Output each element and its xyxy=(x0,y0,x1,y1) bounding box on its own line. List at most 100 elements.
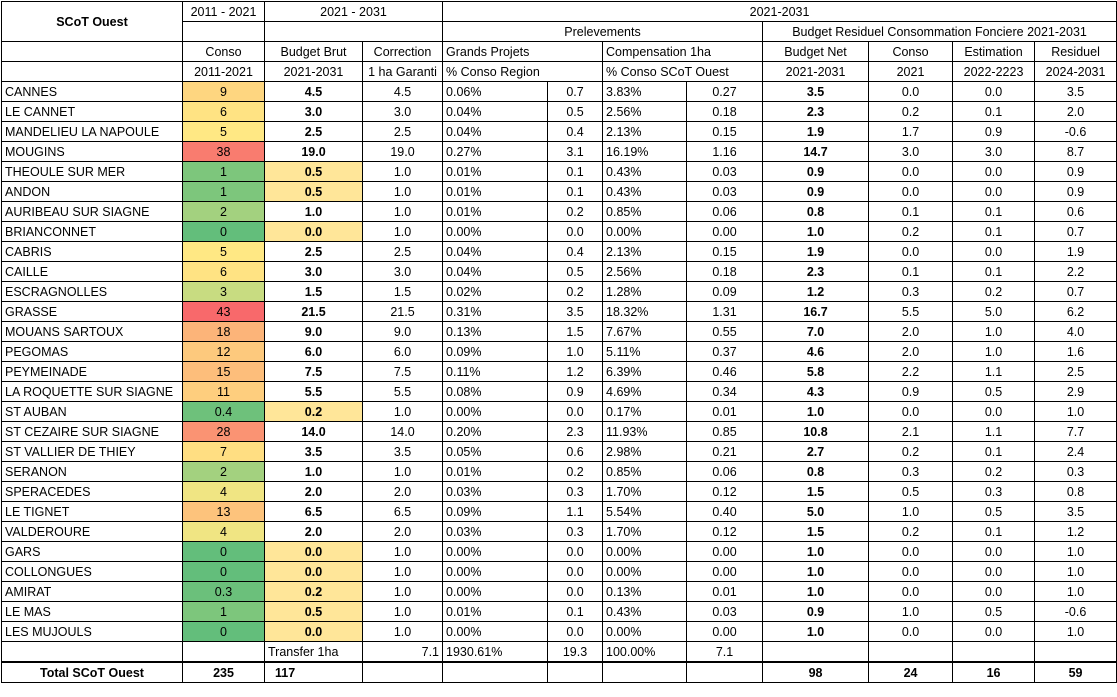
budget-net-cell[interactable]: 4.6 xyxy=(762,341,870,362)
correction-cell[interactable]: 14.0 xyxy=(361,421,444,442)
compensation-pct-cell[interactable]: 0.43% xyxy=(602,601,688,622)
conso-2011-2021-cell[interactable]: 6 xyxy=(182,261,265,282)
compensation-value-cell[interactable]: 0.34 xyxy=(686,381,764,402)
conso-2021-cell[interactable]: 0.0 xyxy=(868,621,954,642)
commune-name-cell[interactable]: GARS xyxy=(1,541,183,562)
conso-2011-2021-cell[interactable]: 0 xyxy=(182,541,265,562)
residuel-cell[interactable]: 1.6 xyxy=(1034,341,1117,362)
conso-2021-cell[interactable]: 0.5 xyxy=(868,481,954,502)
grands-projets-pct-cell[interactable]: 0.06% xyxy=(442,81,549,102)
budget-brut-cell[interactable]: 2.0 xyxy=(264,521,363,542)
grands-projets-value-cell[interactable]: 0.3 xyxy=(547,481,604,502)
residuel-cell[interactable]: 0.7 xyxy=(1034,281,1117,302)
budget-net-cell[interactable]: 7.0 xyxy=(762,321,870,342)
col-header-budget-net[interactable]: Budget Net xyxy=(762,41,870,62)
budget-net-cell[interactable]: 1.5 xyxy=(762,481,870,502)
budget-net-cell[interactable]: 1.0 xyxy=(762,221,870,242)
commune-name-cell[interactable]: BRIANCONNET xyxy=(1,221,183,242)
conso-2011-2021-cell[interactable]: 28 xyxy=(182,421,265,442)
conso-2021-cell[interactable]: 2.2 xyxy=(868,361,954,382)
period-2021-header[interactable]: 2021 - 2031 xyxy=(263,1,444,22)
budget-brut-cell[interactable]: 3.0 xyxy=(264,101,363,122)
transfer-comp-cell[interactable]: 7.1 xyxy=(686,641,764,663)
col-header-correction[interactable]: Correction xyxy=(361,41,444,62)
grands-projets-value-cell[interactable]: 0.0 xyxy=(547,561,604,582)
conso-2021-cell[interactable]: 0.0 xyxy=(868,581,954,602)
budget-net-cell[interactable]: 5.8 xyxy=(762,361,870,382)
conso-2021-cell[interactable]: 0.2 xyxy=(868,221,954,242)
compensation-value-cell[interactable]: 0.15 xyxy=(686,241,764,262)
grands-projets-value-cell[interactable]: 1.5 xyxy=(547,321,604,342)
budget-net-cell[interactable]: 14.7 xyxy=(762,141,870,162)
correction-cell[interactable]: 6.0 xyxy=(361,341,444,362)
grands-projets-value-cell[interactable]: 1.0 xyxy=(547,341,604,362)
estimation-cell[interactable]: 0.1 xyxy=(952,441,1036,462)
estimation-cell[interactable]: 0.1 xyxy=(952,221,1036,242)
conso-2021-cell[interactable]: 5.5 xyxy=(868,301,954,322)
blank-header-cell[interactable] xyxy=(1,61,183,82)
grands-projets-pct-cell[interactable]: 0.04% xyxy=(442,101,549,122)
sub-header-estimation[interactable]: 2022-2223 xyxy=(952,61,1036,82)
budget-brut-cell[interactable]: 2.5 xyxy=(264,241,363,262)
compensation-value-cell[interactable]: 0.18 xyxy=(686,101,764,122)
compensation-pct-cell[interactable]: 0.00% xyxy=(602,221,688,242)
conso-2021-cell[interactable]: 2.0 xyxy=(868,341,954,362)
commune-name-cell[interactable]: PEGOMAS xyxy=(1,341,183,362)
residuel-cell[interactable]: 8.7 xyxy=(1034,141,1117,162)
conso-2021-cell[interactable]: 0.3 xyxy=(868,461,954,482)
residuel-cell[interactable]: 7.7 xyxy=(1034,421,1117,442)
conso-2011-2021-cell[interactable]: 1 xyxy=(182,181,265,202)
conso-2021-cell[interactable]: 1.0 xyxy=(868,601,954,622)
estimation-cell[interactable]: 0.2 xyxy=(952,281,1036,302)
conso-2011-2021-cell[interactable]: 13 xyxy=(182,501,265,522)
conso-2011-2021-cell[interactable]: 38 xyxy=(182,141,265,162)
commune-name-cell[interactable]: LA ROQUETTE SUR SIAGNE xyxy=(1,381,183,402)
compensation-pct-cell[interactable]: 5.54% xyxy=(602,501,688,522)
compensation-pct-cell[interactable]: 2.56% xyxy=(602,261,688,282)
estimation-cell[interactable]: 0.9 xyxy=(952,121,1036,142)
budget-residuel-header[interactable]: Budget Residuel Consommation Fonciere 20… xyxy=(762,21,1117,42)
col-header-residuel[interactable]: Residuel xyxy=(1034,41,1117,62)
conso-2011-2021-cell[interactable]: 2 xyxy=(182,461,265,482)
grands-projets-pct-cell[interactable]: 0.04% xyxy=(442,121,549,142)
commune-name-cell[interactable]: SPERACEDES xyxy=(1,481,183,502)
residuel-cell[interactable]: 0.7 xyxy=(1034,221,1117,242)
budget-net-cell[interactable]: 1.9 xyxy=(762,241,870,262)
grands-projets-pct-cell[interactable]: 0.03% xyxy=(442,521,549,542)
total-label-cell[interactable]: Total SCoT Ouest xyxy=(1,661,183,683)
conso-2021-cell[interactable]: 0.1 xyxy=(868,201,954,222)
correction-cell[interactable]: 1.0 xyxy=(361,561,444,582)
estimation-cell[interactable]: 0.3 xyxy=(952,481,1036,502)
budget-brut-cell[interactable]: 0.0 xyxy=(264,541,363,562)
correction-cell[interactable]: 6.5 xyxy=(361,501,444,522)
budget-net-cell[interactable]: 4.3 xyxy=(762,381,870,402)
residuel-cell[interactable]: 0.8 xyxy=(1034,481,1117,502)
correction-cell[interactable]: 3.0 xyxy=(361,101,444,122)
budget-brut-cell[interactable]: 7.5 xyxy=(264,361,363,382)
compensation-pct-cell[interactable]: 3.83% xyxy=(602,81,688,102)
total-budget-brut-cell[interactable]: 117 xyxy=(264,661,363,683)
blank-header-cell[interactable] xyxy=(182,21,265,42)
col-header-grands-projets[interactable]: Grands Projets xyxy=(442,41,604,62)
conso-2011-2021-cell[interactable]: 0.3 xyxy=(182,581,265,602)
budget-net-cell[interactable]: 5.0 xyxy=(762,501,870,522)
estimation-cell[interactable]: 0.1 xyxy=(952,521,1036,542)
compensation-pct-cell[interactable]: 0.43% xyxy=(602,181,688,202)
grands-projets-value-cell[interactable]: 0.1 xyxy=(547,181,604,202)
commune-name-cell[interactable]: LES MUJOULS xyxy=(1,621,183,642)
budget-net-cell[interactable]: 2.3 xyxy=(762,101,870,122)
compensation-value-cell[interactable]: 0.85 xyxy=(686,421,764,442)
blank-total-cell[interactable] xyxy=(442,661,549,683)
commune-name-cell[interactable]: LE CANNET xyxy=(1,101,183,122)
budget-brut-cell[interactable]: 4.5 xyxy=(264,81,363,102)
residuel-cell[interactable]: -0.6 xyxy=(1034,601,1117,622)
compensation-value-cell[interactable]: 0.15 xyxy=(686,121,764,142)
commune-name-cell[interactable]: MOUANS SARTOUX xyxy=(1,321,183,342)
conso-2021-cell[interactable]: 0.0 xyxy=(868,561,954,582)
residuel-cell[interactable]: 1.0 xyxy=(1034,401,1117,422)
total-estimation-cell[interactable]: 16 xyxy=(952,661,1036,683)
conso-2011-2021-cell[interactable]: 0 xyxy=(182,561,265,582)
budget-brut-cell[interactable]: 1.0 xyxy=(264,461,363,482)
grands-projets-value-cell[interactable]: 0.1 xyxy=(547,161,604,182)
compensation-pct-cell[interactable]: 2.98% xyxy=(602,441,688,462)
